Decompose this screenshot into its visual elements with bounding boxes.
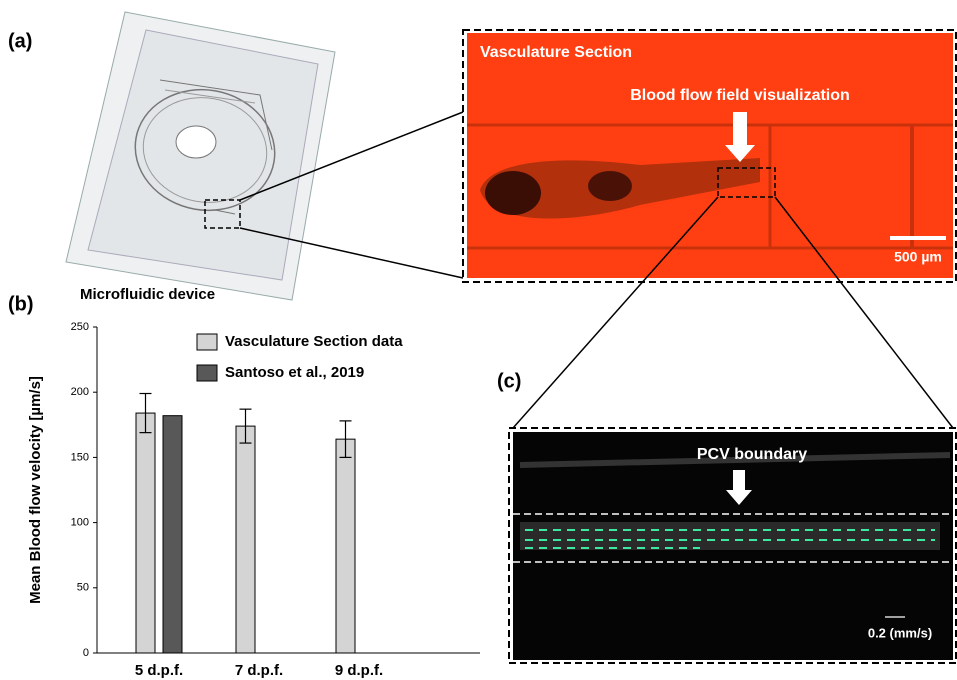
legend-swatch — [197, 334, 217, 350]
y-tick-label: 100 — [71, 517, 89, 529]
panel-label: (c) — [497, 370, 521, 392]
y-tick-label: 0 — [83, 647, 89, 659]
x-tick-label: 7 d.p.f. — [235, 662, 283, 679]
bar — [336, 439, 355, 653]
device-caption: Microfluidic device — [80, 286, 215, 303]
legend-label: Santoso et al., 2019 — [225, 364, 364, 381]
annotation: Blood flow field visualization — [630, 87, 850, 104]
scale-bar-label: 500 µm — [894, 249, 942, 265]
image-a — [463, 30, 956, 282]
annotation: PCV boundary — [697, 446, 807, 463]
panel-label: (a) — [8, 30, 32, 52]
x-tick-label: 5 d.p.f. — [135, 662, 183, 679]
figure: (a) (b) (c) Microfluidic device Vasculat… — [0, 0, 957, 680]
x-tick-label: 9 d.p.f. — [335, 662, 383, 679]
bar — [163, 416, 182, 653]
y-axis-title: Mean Blood flow velocity [µm/s] — [27, 376, 44, 604]
scale-label: 0.2 (mm/s) — [868, 625, 932, 640]
y-tick-label: 50 — [77, 582, 89, 594]
y-tick-label: 200 — [71, 386, 89, 398]
bar — [136, 413, 155, 653]
device-drawing — [66, 12, 335, 300]
y-tick-label: 250 — [71, 321, 89, 333]
image-title: Vasculature Section — [480, 44, 632, 61]
bar — [236, 426, 255, 653]
bar-chart: 0 50 100 150 200 250 5 d.p.f. 7 d.p.f. 9 d.p.f. V… — [71, 321, 480, 679]
legend-label: Vasculature Section data — [225, 333, 403, 350]
panel-label: (b) — [8, 293, 34, 315]
y-tick-label: 150 — [71, 451, 89, 463]
legend-swatch — [197, 365, 217, 381]
